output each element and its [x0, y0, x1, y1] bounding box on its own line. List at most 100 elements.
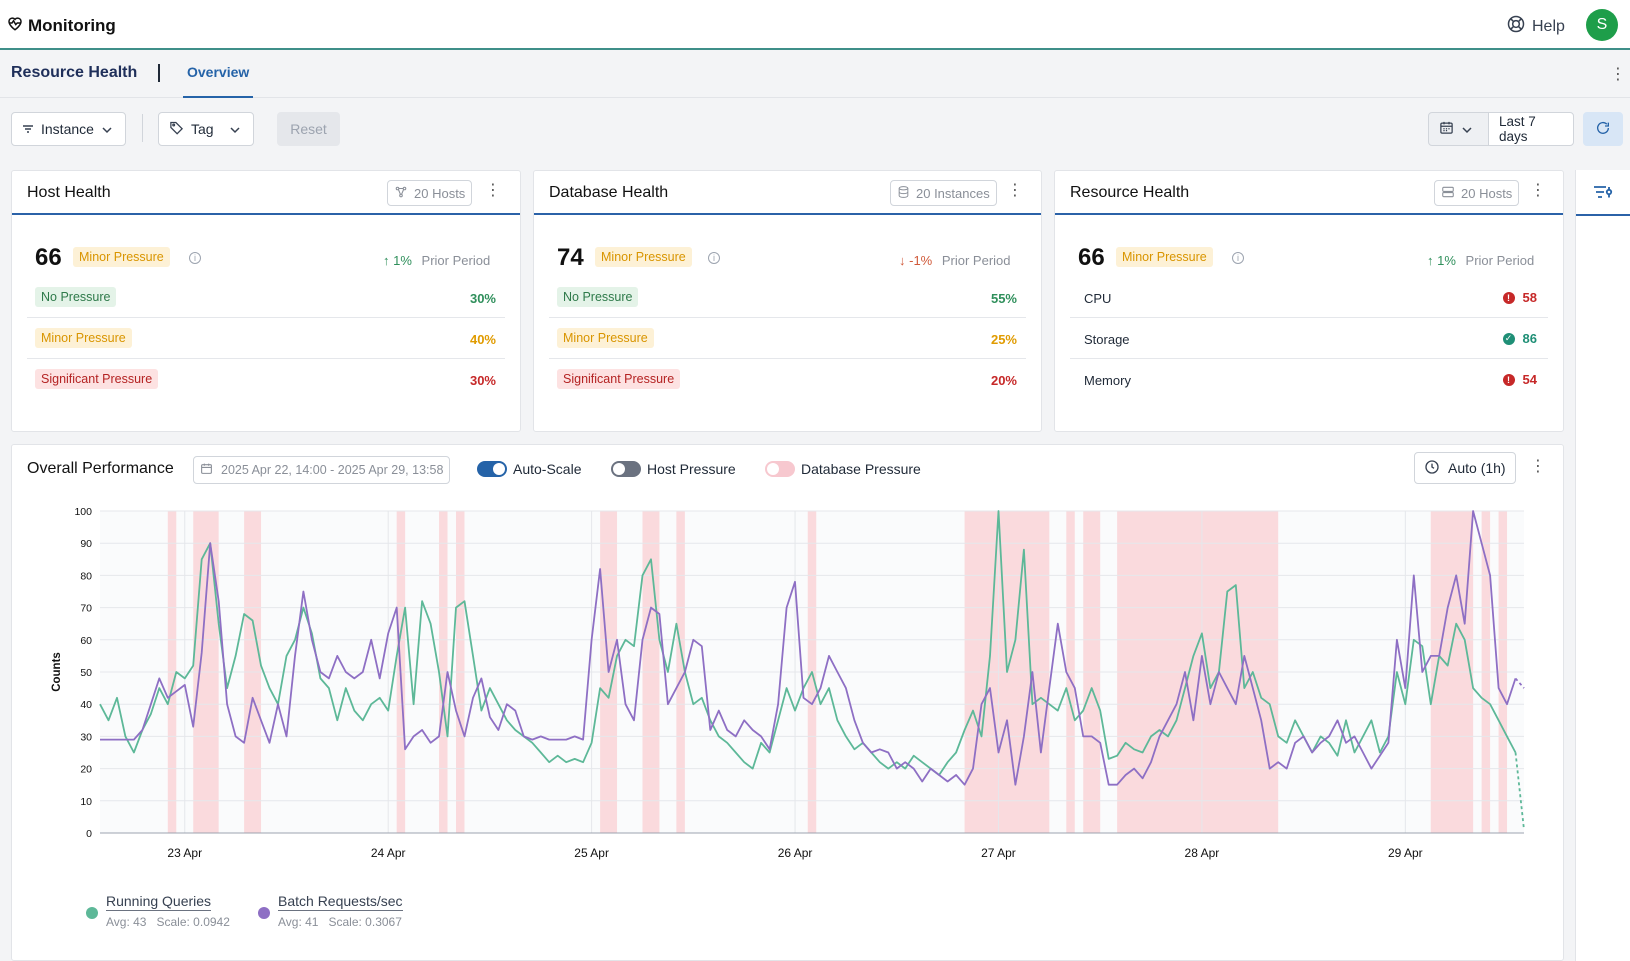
arrow-down-icon: ↓	[899, 253, 906, 268]
legend-scale: Scale: 0.0942	[156, 915, 230, 929]
host-pressure-toggle[interactable]	[611, 461, 641, 477]
pressure-row: Significant Pressure 30%	[27, 360, 505, 400]
prior-period-change: ↑ 1% Prior Period	[383, 253, 490, 268]
chip-label: 20 Instances	[916, 185, 990, 201]
status-badge: Minor Pressure	[73, 247, 170, 267]
metric-value: ! 58	[1502, 290, 1537, 305]
page-menu-icon[interactable]: ⋮	[1610, 66, 1626, 83]
x-tick-label: 26 Apr	[778, 846, 813, 860]
host-health-card: Host Health 20 Hosts ⋮ 66 Minor Pressure…	[11, 170, 521, 432]
page-header: Resource Health Overview ⋮	[0, 50, 1630, 98]
tag-icon	[169, 120, 184, 138]
row-value: 20%	[990, 373, 1017, 388]
metric-number: 54	[1522, 372, 1537, 387]
row-value: 55%	[990, 291, 1017, 306]
instances-count-chip[interactable]: 20 Instances	[890, 180, 997, 206]
prior-label: Prior Period	[941, 253, 1011, 268]
refresh-button[interactable]	[1583, 112, 1623, 146]
card-menu-icon[interactable]: ⋮	[1530, 182, 1546, 199]
app-brand[interactable]: Monitoring	[6, 14, 116, 37]
card-header: Resource Health 20 Hosts ⋮	[1055, 171, 1563, 215]
auto-scale-toggle[interactable]	[477, 461, 507, 477]
help-label: Help	[1532, 17, 1565, 35]
interval-select[interactable]: Auto (1h)	[1414, 452, 1516, 484]
prior-period-change: ↑ 1% Prior Period	[1427, 253, 1534, 268]
database-health-card: Database Health 20 Instances ⋮ 74 Minor …	[533, 170, 1042, 432]
y-tick-label: 60	[80, 635, 92, 647]
instance-filter-button[interactable]: Instance	[11, 112, 126, 146]
toggle-label: Database Pressure	[801, 461, 921, 477]
card-header: Database Health 20 Instances ⋮	[534, 171, 1041, 215]
hosts-count-chip[interactable]: 20 Hosts	[1434, 180, 1520, 206]
filter-settings-icon[interactable]	[1593, 184, 1613, 207]
y-tick-label: 70	[80, 603, 92, 615]
resource-row-storage: Storage ✓ 86	[1070, 319, 1548, 359]
info-icon[interactable]: i	[189, 252, 201, 264]
alert-icon: !	[1502, 291, 1515, 304]
info-icon[interactable]: i	[1232, 252, 1244, 264]
legend-name: Batch Requests/sec	[278, 893, 403, 911]
y-tick-label: 10	[80, 796, 92, 808]
resource-health-card: Resource Health 20 Hosts ⋮ 66 Minor Pres…	[1054, 170, 1564, 432]
x-tick-label: 25 Apr	[574, 846, 609, 860]
y-axis-label: Counts	[51, 652, 63, 692]
server-icon	[1441, 185, 1455, 202]
resource-row-cpu: CPU ! 58	[1070, 278, 1548, 318]
card-menu-icon[interactable]: ⋮	[1007, 182, 1023, 199]
pressure-row: No Pressure 30%	[27, 278, 505, 318]
date-range-chip[interactable]: 2025 Apr 22, 14:00 - 2025 Apr 29, 13:58	[193, 456, 451, 484]
refresh-icon	[1595, 120, 1611, 139]
metric-name: CPU	[1084, 291, 1112, 306]
hosts-count-chip[interactable]: 20 Hosts	[387, 180, 473, 206]
performance-chart: 0 10 20 30 40 50 60 70 80 90 100 23 Apr 24 Apr 25 Apr…	[51, 506, 1525, 860]
pressure-row: Significant Pressure 20%	[549, 360, 1026, 400]
chip-label: 20 Hosts	[414, 185, 466, 201]
filter-divider	[142, 114, 143, 142]
page-title: Resource Health	[11, 64, 138, 81]
time-range-select[interactable]: Last 7 days	[1488, 112, 1574, 146]
pressure-row: Minor Pressure 25%	[549, 319, 1026, 359]
legend-stats: Avg: 41 Scale: 0.3067	[278, 915, 402, 929]
x-tick-label: 29 Apr	[1388, 846, 1423, 860]
database-pressure-toggle[interactable]	[765, 461, 795, 477]
prior-label: Prior Period	[421, 253, 491, 268]
lifebuoy-icon	[1506, 14, 1526, 39]
legend-dot	[86, 907, 98, 919]
no-pressure-badge: No Pressure	[35, 287, 117, 307]
toggle-label: Auto-Scale	[513, 461, 582, 477]
row-value: 40%	[469, 332, 496, 347]
minor-pressure-badge: Minor Pressure	[35, 328, 132, 348]
running-queries-projection	[1514, 752, 1525, 830]
top-bar: Monitoring Help S	[0, 0, 1630, 50]
info-icon[interactable]: i	[708, 252, 720, 264]
user-avatar[interactable]: S	[1586, 9, 1618, 41]
filter-lines-icon	[22, 121, 34, 137]
reset-button[interactable]: Reset	[277, 112, 340, 146]
help-button[interactable]: Help	[1506, 14, 1565, 39]
y-tick-label: 20	[80, 764, 92, 776]
chevron-down-icon	[229, 121, 241, 137]
date-picker-button[interactable]	[1428, 112, 1489, 146]
panel-menu-icon[interactable]: ⋮	[1530, 458, 1546, 475]
heart-pulse-icon	[6, 14, 24, 37]
pressure-row: Minor Pressure 40%	[27, 319, 505, 359]
y-tick-label: 40	[80, 699, 92, 711]
status-badge: Minor Pressure	[595, 247, 692, 267]
tag-filter-label: Tag	[191, 121, 214, 137]
card-menu-icon[interactable]: ⋮	[485, 182, 501, 199]
tag-filter-button[interactable]: Tag	[158, 112, 254, 146]
legend-scale: Scale: 0.3067	[328, 915, 402, 929]
arrow-up-icon: ↑	[383, 253, 390, 268]
status-badge: Minor Pressure	[1116, 247, 1213, 267]
metric-value: ! 54	[1502, 372, 1537, 387]
calendar-icon	[200, 462, 213, 478]
nodes-icon	[394, 185, 408, 202]
batch-requests-line	[100, 510, 1517, 786]
calendar-icon	[1439, 120, 1454, 138]
tab-overview[interactable]: Overview	[183, 50, 254, 98]
x-tick-label: 28 Apr	[1185, 846, 1220, 860]
card-title: Database Health	[549, 184, 669, 201]
legend-stats: Avg: 43 Scale: 0.0942	[106, 915, 230, 929]
x-tick-label: 23 Apr	[167, 846, 202, 860]
legend-avg: Avg: 41	[278, 915, 319, 929]
